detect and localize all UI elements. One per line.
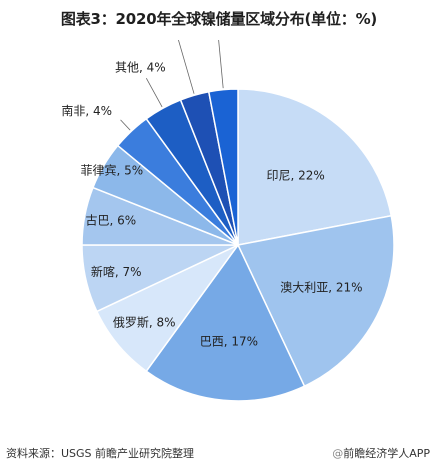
slice-label-5: 新喀, 7% [91,264,142,279]
slice-label-6: 古巴, 6% [85,213,136,228]
slice-label-4: 俄罗斯, 8% [113,316,176,330]
pie-slice-11 [207,88,239,246]
pie-chart: 印尼, 22% 澳大利亚, 21% 巴西, 17% 俄罗斯, 8% 新喀, 7% 古巴, … [61,40,395,402]
pie-slice-3 [145,243,306,402]
slice-label-7: 菲律宾, 5% [80,162,143,177]
brand-name: 前瞻经济学人APP [343,447,430,460]
leader-line-8 [120,119,131,131]
source-note: 资料来源：USGS 前瞻产业研究院整理 [6,447,195,460]
slice-label-1: 印尼, 22% [267,168,325,182]
brand-credit: @前瞻经济学人APP [332,445,430,461]
slice-label-8: 南非, 4% [61,103,112,118]
leader-line-11 [218,40,224,89]
pie-slice-1 [237,88,393,246]
chart-title: 图表3：2020年全球镍储量区域分布(单位：%) [60,10,378,28]
leader-line-10 [178,40,195,94]
brand-at-symbol: @ [332,447,344,460]
pie-slice-2 [236,214,395,388]
slice-label-3: 巴西, 17% [200,334,258,348]
leader-line-9 [145,78,163,108]
slice-label-9: 其他, 4% [115,60,166,74]
slice-label-2: 澳大利亚, 21% [280,280,362,294]
